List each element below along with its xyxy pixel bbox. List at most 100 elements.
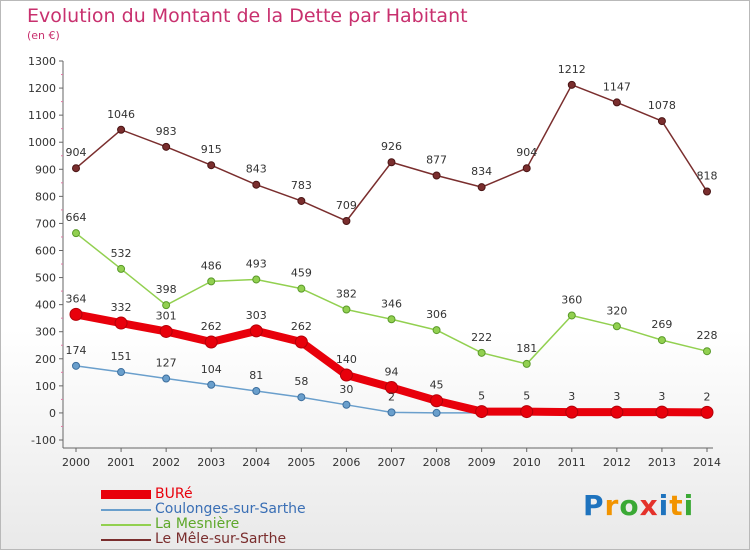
data-point bbox=[703, 187, 711, 196]
data-point bbox=[342, 400, 351, 409]
legend-label-bure: BURé bbox=[155, 486, 193, 502]
legend-label-mesniere: La Mesnière bbox=[155, 516, 240, 532]
data-point bbox=[159, 324, 173, 338]
data-label: 459 bbox=[291, 267, 312, 280]
y-tick-label: 300 bbox=[35, 326, 56, 339]
y-tick-label: 800 bbox=[35, 190, 56, 203]
y-tick-label: 0 bbox=[49, 407, 56, 420]
legend-swatch-mele bbox=[101, 539, 151, 541]
data-label: 303 bbox=[246, 309, 267, 322]
data-label: 320 bbox=[606, 304, 627, 317]
data-label: 30 bbox=[339, 383, 353, 396]
data-label: 398 bbox=[156, 283, 177, 296]
x-tick-label: 2002 bbox=[152, 456, 180, 469]
data-point bbox=[297, 284, 306, 293]
legend-swatch-bure bbox=[101, 490, 151, 499]
data-label: 2 bbox=[388, 390, 395, 403]
data-label: 915 bbox=[201, 143, 222, 156]
data-point bbox=[117, 368, 126, 377]
data-point bbox=[207, 161, 216, 170]
data-point bbox=[477, 183, 486, 192]
data-label: 5 bbox=[523, 390, 530, 403]
data-label: 346 bbox=[381, 297, 402, 310]
data-point bbox=[432, 171, 441, 180]
data-point bbox=[162, 301, 171, 310]
logo-letter: t bbox=[669, 489, 684, 522]
data-label: 360 bbox=[561, 293, 582, 306]
y-tick-label: 400 bbox=[35, 299, 56, 312]
logo-letter: i bbox=[658, 489, 670, 522]
y-tick-label: 1000 bbox=[28, 136, 56, 149]
data-point bbox=[252, 180, 261, 189]
data-point bbox=[610, 405, 624, 419]
data-label: 269 bbox=[651, 318, 672, 331]
data-point bbox=[249, 324, 263, 338]
data-point bbox=[207, 277, 216, 286]
data-point bbox=[207, 380, 216, 389]
data-point bbox=[703, 347, 711, 356]
data-point bbox=[342, 216, 351, 225]
x-tick-label: 2011 bbox=[558, 456, 586, 469]
data-point bbox=[69, 307, 83, 321]
data-label: 228 bbox=[697, 329, 718, 342]
data-label: 1046 bbox=[107, 108, 135, 121]
data-label: 262 bbox=[201, 320, 222, 333]
legend-label-coulonges: Coulonges-sur-Sarthe bbox=[155, 501, 306, 517]
data-point bbox=[117, 264, 126, 273]
data-label: 983 bbox=[156, 125, 177, 138]
y-tick-label: 1100 bbox=[28, 109, 56, 122]
data-label: 262 bbox=[291, 320, 312, 333]
data-label: 818 bbox=[697, 169, 718, 182]
y-tick-label: 1300 bbox=[28, 55, 56, 68]
y-tick-label: 200 bbox=[35, 353, 56, 366]
x-tick-label: 2008 bbox=[423, 456, 451, 469]
data-point bbox=[72, 164, 80, 173]
data-label: 904 bbox=[516, 146, 537, 159]
data-point bbox=[252, 387, 261, 396]
data-label: 127 bbox=[156, 357, 177, 370]
data-label: 382 bbox=[336, 288, 357, 301]
y-tick-label: 900 bbox=[35, 163, 56, 176]
logo-letter: P bbox=[583, 489, 605, 522]
data-label: 532 bbox=[111, 247, 132, 260]
legend-label-mele: Le Mêle-sur-Sarthe bbox=[155, 531, 287, 547]
legend-swatch-mesniere bbox=[101, 524, 151, 526]
data-label: 181 bbox=[516, 342, 537, 355]
data-label: 1147 bbox=[603, 80, 631, 93]
data-point bbox=[162, 374, 171, 383]
x-tick-label: 2004 bbox=[242, 456, 270, 469]
data-label: 1212 bbox=[558, 63, 586, 76]
legend-item-coulonges: Coulonges-sur-Sarthe bbox=[101, 502, 381, 517]
data-point bbox=[342, 305, 351, 314]
data-point bbox=[297, 196, 306, 205]
data-label: 332 bbox=[111, 301, 132, 314]
data-label: 664 bbox=[66, 211, 87, 224]
data-point bbox=[294, 335, 308, 349]
data-point bbox=[567, 311, 576, 320]
data-label: 58 bbox=[294, 375, 308, 388]
data-point bbox=[432, 326, 441, 335]
legend: BURé Coulonges-sur-Sarthe La Mesnière Le… bbox=[101, 487, 381, 547]
data-label: 222 bbox=[471, 331, 492, 344]
data-label: 3 bbox=[568, 390, 575, 403]
data-label: 364 bbox=[66, 292, 87, 305]
x-tick-label: 2000 bbox=[62, 456, 90, 469]
y-tick-label: 700 bbox=[35, 217, 56, 230]
legend-item-mesniere: La Mesnière bbox=[101, 517, 381, 532]
data-point bbox=[477, 348, 486, 357]
data-point bbox=[204, 335, 218, 349]
data-point bbox=[297, 393, 306, 402]
data-point bbox=[657, 117, 666, 126]
y-tick-label: 100 bbox=[35, 380, 56, 393]
data-label: 834 bbox=[471, 165, 492, 178]
data-point bbox=[657, 336, 666, 345]
logo-letter: r bbox=[604, 489, 620, 522]
y-tick-label: -100 bbox=[31, 434, 56, 447]
data-label: 1078 bbox=[648, 99, 676, 112]
data-point bbox=[567, 80, 576, 89]
legend-item-bure: BURé bbox=[101, 487, 381, 502]
data-label: 709 bbox=[336, 199, 357, 212]
data-point bbox=[612, 98, 621, 107]
x-tick-label: 2012 bbox=[603, 456, 631, 469]
data-label: 151 bbox=[111, 350, 132, 363]
